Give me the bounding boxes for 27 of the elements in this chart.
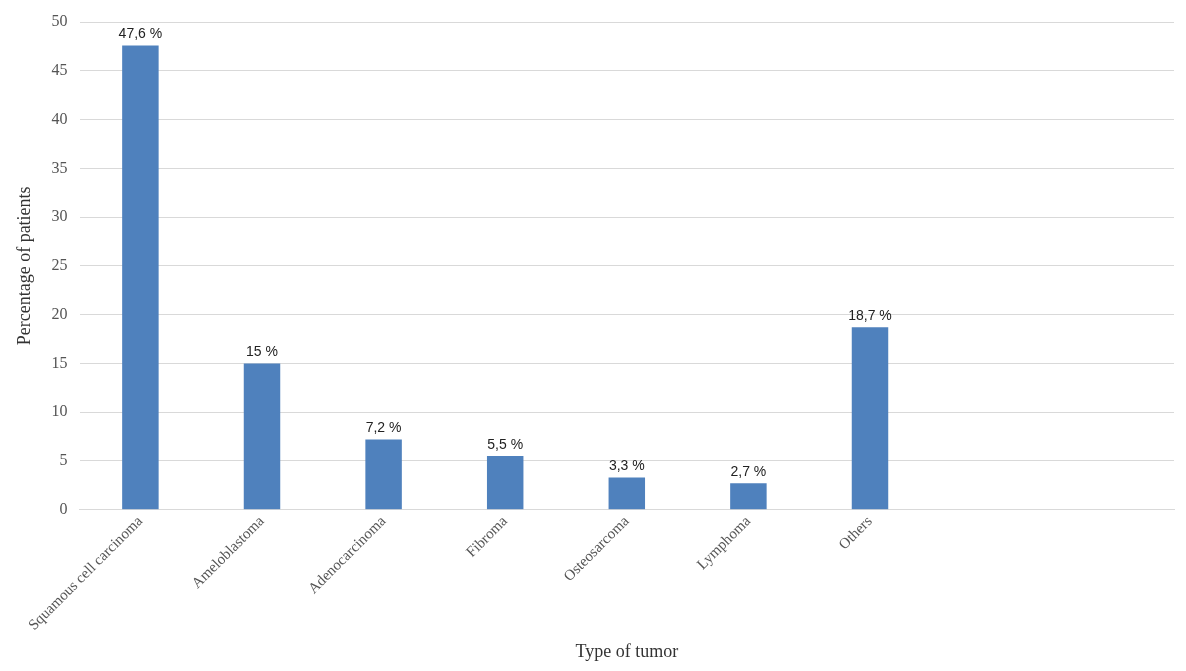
y-tick-label: 5 [59,451,68,469]
y-tick-label: 0 [59,499,68,517]
y-tick-label: 30 [51,207,68,225]
data-label: 47,6 % [118,25,163,42]
y-axis-title: Percentage of patients [13,186,34,346]
y-tick-label: 45 [51,60,68,78]
y-tick-label: 25 [51,256,68,274]
bar [243,363,281,510]
x-axis-title: Type of tumor [575,640,679,661]
y-tick-label: 10 [51,402,68,420]
bar [365,439,402,510]
data-label: 2,7 % [730,463,767,480]
y-tick-label: 40 [51,109,68,127]
bar [122,45,159,510]
data-label: 3,3 % [608,457,645,474]
bar [608,477,646,510]
bar [486,456,524,510]
bar [851,327,889,510]
y-tick-label: 35 [51,158,68,176]
data-label: 15 % [246,343,278,360]
y-tick-label: 50 [51,12,68,30]
data-label: 18,7 % [848,307,892,324]
y-tick-label: 20 [51,304,68,322]
y-tick-label: 15 [51,353,68,371]
bar [730,483,767,510]
data-label: 7,2 % [365,419,402,436]
data-label: 5,5 % [487,435,524,452]
